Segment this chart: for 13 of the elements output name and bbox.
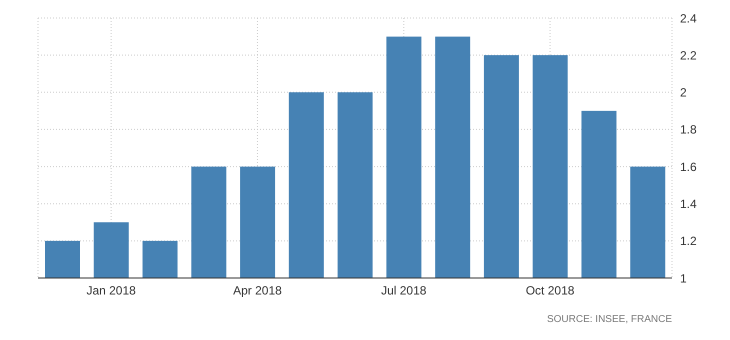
x-tick-label: Apr 2018 bbox=[233, 284, 282, 298]
y-tick-label: 1.2 bbox=[680, 234, 698, 248]
x-tick-label: Jan 2018 bbox=[86, 284, 136, 298]
y-tick-label: 2.2 bbox=[680, 48, 698, 62]
source-note: SOURCE: INSEE, FRANCE bbox=[546, 314, 672, 325]
x-tick-label: Jul 2018 bbox=[381, 284, 427, 298]
y-tick-label: 2.4 bbox=[680, 11, 698, 26]
y-tick-label: 2 bbox=[680, 86, 687, 100]
y-tick-label: 1.6 bbox=[680, 160, 698, 174]
y-tick-label: 1 bbox=[680, 271, 687, 286]
y-tick-label: 1.4 bbox=[680, 196, 698, 211]
x-tick-label: Oct 2018 bbox=[526, 284, 575, 298]
y-tick-label: 1.8 bbox=[680, 122, 698, 137]
